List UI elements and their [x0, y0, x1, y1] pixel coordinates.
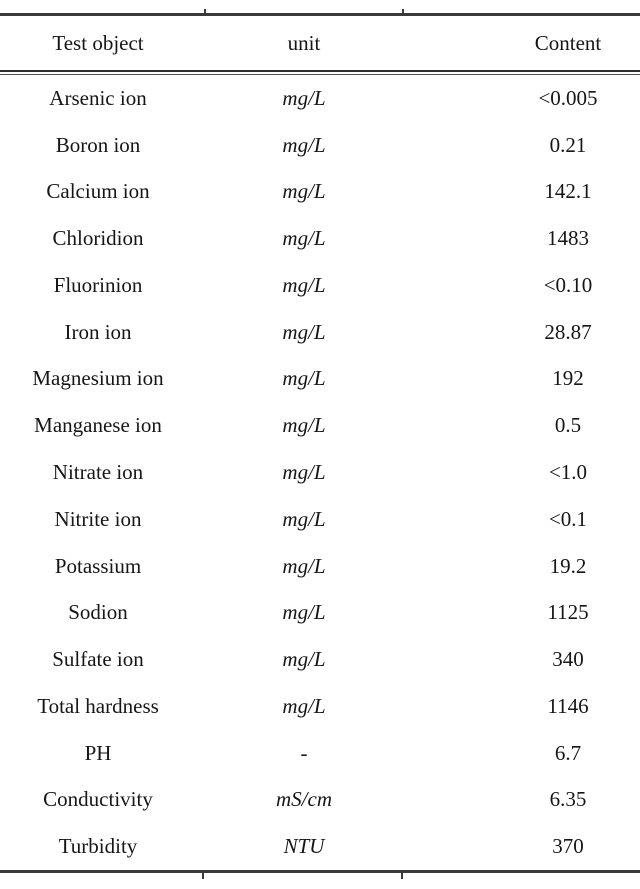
content-cell: 1483 — [547, 226, 589, 251]
content-cell: 19.2 — [549, 553, 587, 578]
content-cell: 340 — [552, 647, 584, 672]
test-object-cell: Chloridion — [52, 226, 144, 251]
unit-cell: mg/L — [282, 600, 326, 625]
table-row-manganese: Manganese ion mg/L 0.5 — [0, 402, 640, 449]
test-object-cell: Calcium ion — [46, 179, 150, 204]
table-row-nitrate: Nitrate ion mg/L <1.0 — [0, 449, 640, 496]
table-bottom-rule — [0, 870, 640, 873]
table-row-potassium: Potassium mg/L 19.2 — [0, 543, 640, 590]
header-unit: unit — [287, 30, 321, 55]
unit-cell: mg/L — [282, 319, 326, 344]
table-row-conductivity: Conductivity mS/cm 6.35 — [0, 776, 640, 823]
table-row-total-hardness: Total hardness mg/L 1146 — [0, 683, 640, 730]
content-cell: 142.1 — [544, 179, 592, 204]
unit-cell: mg/L — [282, 413, 326, 438]
table-row-arsenic: Arsenic ion mg/L <0.005 — [0, 75, 640, 122]
test-object-cell: Conductivity — [43, 787, 153, 812]
table-row-iron: Iron ion mg/L 28.87 — [0, 309, 640, 356]
unit-cell: mg/L — [282, 460, 326, 484]
table-row-ph: PH - 6.7 — [0, 730, 640, 777]
test-object-cell: Total hardness — [37, 693, 159, 718]
column-boundary-tick — [202, 873, 204, 879]
test-object-cell: Arsenic ion — [49, 85, 147, 110]
content-cell: 28.87 — [544, 319, 592, 344]
table-body: Arsenic ion mg/L <0.005 Boron ion mg/L 0… — [0, 75, 640, 870]
test-object-cell: Nitrite ion — [54, 506, 142, 531]
test-object-cell: Sodion — [68, 600, 128, 625]
top-margin — [0, 0, 640, 13]
table-header-row: Test object unit Content — [0, 16, 640, 70]
unit-cell: mg/L — [282, 272, 326, 297]
test-object-cell: Fluorinion — [53, 272, 143, 297]
unit-cell: mg/L — [282, 506, 326, 531]
unit-cell: mg/L — [282, 693, 326, 718]
content-cell: <0.1 — [548, 506, 588, 531]
table-row-calcium: Calcium ion mg/L 142.1 — [0, 169, 640, 216]
header-content: Content — [534, 30, 602, 55]
content-cell: 1125 — [547, 600, 589, 625]
test-object-cell: Magnesium ion — [32, 366, 164, 391]
content-cell: 0.5 — [554, 413, 582, 438]
header-test-object: Test object — [52, 30, 144, 55]
content-cell: <1.0 — [548, 460, 588, 484]
content-cell: 6.35 — [549, 787, 587, 812]
unit-cell: - — [300, 740, 308, 765]
test-object-cell: Turbidity — [58, 834, 138, 859]
table-top-rule — [0, 13, 640, 16]
content-cell: <0.10 — [543, 272, 593, 297]
column-boundary-tick — [402, 9, 404, 16]
header-separator-rule — [0, 70, 640, 75]
unit-cell: mg/L — [282, 179, 326, 204]
content-cell: 0.21 — [549, 132, 587, 157]
content-cell: 6.7 — [554, 740, 582, 765]
unit-cell: mg/L — [282, 366, 326, 391]
table-row-sulfate: Sulfate ion mg/L 340 — [0, 636, 640, 683]
test-object-cell: Manganese ion — [34, 413, 162, 438]
content-cell: 1146 — [547, 693, 589, 718]
column-boundary-tick — [401, 873, 403, 879]
table-row-sodion: Sodion mg/L 1125 — [0, 589, 640, 636]
unit-cell: mg/L — [282, 647, 326, 672]
test-object-cell: Boron ion — [55, 132, 141, 157]
unit-cell: NTU — [283, 834, 325, 859]
unit-cell: mg/L — [282, 226, 326, 251]
test-object-cell: Nitrate ion — [52, 460, 144, 484]
test-object-cell: Sulfate ion — [52, 647, 144, 672]
content-cell: 192 — [552, 366, 584, 391]
table-row-turbidity: Turbidity NTU 370 — [0, 823, 640, 870]
unit-cell: mg/L — [282, 553, 326, 578]
table-row-magnesium: Magnesium ion mg/L 192 — [0, 356, 640, 403]
unit-cell: mg/L — [282, 85, 326, 110]
table-row-nitrite: Nitrite ion mg/L <0.1 — [0, 496, 640, 543]
table-row-boron: Boron ion mg/L 0.21 — [0, 122, 640, 169]
test-object-cell: PH — [84, 740, 112, 765]
test-object-cell: Potassium — [54, 553, 142, 578]
unit-cell: mS/cm — [276, 787, 332, 812]
unit-cell: mg/L — [282, 132, 326, 157]
table-row-fluorinion: Fluorinion mg/L <0.10 — [0, 262, 640, 309]
table-row-chloridion: Chloridion mg/L 1483 — [0, 215, 640, 262]
content-cell: 370 — [552, 834, 584, 859]
content-cell: <0.005 — [538, 85, 598, 110]
column-boundary-tick — [204, 9, 206, 16]
test-object-cell: Iron ion — [64, 319, 132, 344]
